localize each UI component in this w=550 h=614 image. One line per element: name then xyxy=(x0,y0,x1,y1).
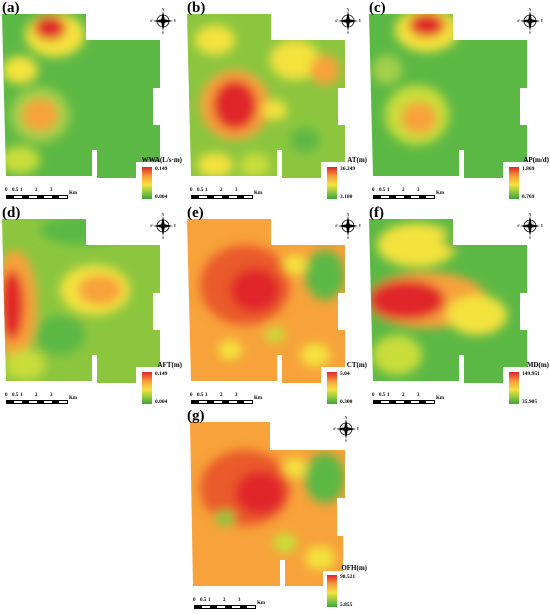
panel-label: (c) xyxy=(369,0,386,16)
legend-max: 98.521 xyxy=(340,574,356,580)
legend: AT(m) 36.249 3.180 xyxy=(297,156,367,206)
legend-max: 149.951 xyxy=(522,371,540,377)
svg-text:W: W xyxy=(333,426,336,431)
legend-colorbar xyxy=(327,575,337,607)
legend-title: MD(m) xyxy=(526,361,549,369)
legend-min: 0.300 xyxy=(340,399,353,405)
panel-label: (a) xyxy=(2,0,20,16)
svg-text:S: S xyxy=(529,30,531,34)
svg-text:E: E xyxy=(357,426,359,431)
legend-max: 0.149 xyxy=(155,166,168,172)
legend-min: 35.905 xyxy=(522,399,538,405)
legend-colorbar xyxy=(142,167,152,199)
svg-text:E: E xyxy=(541,223,543,228)
svg-text:W: W xyxy=(335,18,338,23)
svg-text:S: S xyxy=(529,235,531,239)
panel-e: (e) N S E W CT(m) 5.04 0.300 0 0.5 1 2 3 Km xyxy=(185,205,368,408)
svg-text:N: N xyxy=(529,213,532,217)
legend-max: 36.249 xyxy=(340,166,356,172)
panel-b: (b) N S E W AT(m) 36.249 3.180 0 0.5 1 2 3 K… xyxy=(185,0,368,203)
svg-text:E: E xyxy=(541,18,543,23)
svg-text:E: E xyxy=(174,223,176,228)
panel-c: (c) N S E W AP(m/d) 1.869 0.769 0 0.5 1 2 3 … xyxy=(367,0,550,203)
svg-text:N: N xyxy=(347,8,350,12)
legend: AFT(m) 0.149 0.004 xyxy=(112,361,182,411)
scale-bar: 0 0.5 1 2 3 Km xyxy=(190,393,262,407)
svg-text:W: W xyxy=(150,223,153,228)
svg-text:S: S xyxy=(345,438,347,442)
svg-text:S: S xyxy=(347,235,349,239)
legend-min: 0.004 xyxy=(155,399,168,405)
svg-text:W: W xyxy=(517,18,520,23)
scale-bar: 0 0.5 1 2 3 Km xyxy=(372,393,444,407)
svg-text:E: E xyxy=(359,223,361,228)
svg-text:N: N xyxy=(162,213,165,217)
compass-icon: N S E W xyxy=(149,212,177,240)
svg-text:N: N xyxy=(162,8,165,12)
compass-icon: N S E W xyxy=(149,7,177,35)
legend: AP(m/d) 1.869 0.769 xyxy=(479,156,549,206)
scale-bar: 0 0.5 1 2 3 Km xyxy=(190,188,262,202)
compass-icon: N S E W xyxy=(516,212,544,240)
legend-title: OFH(m) xyxy=(341,564,367,572)
panel-label: (f) xyxy=(369,205,384,221)
scale-bar: 0 0.5 1 2 3 Km xyxy=(5,393,77,407)
compass-icon: N S E W xyxy=(332,415,360,443)
scale-bar: 0 0.5 1 2 3 Km xyxy=(372,188,444,202)
map-ofh xyxy=(190,422,345,586)
legend-max: 1.869 xyxy=(522,166,535,172)
svg-text:W: W xyxy=(335,223,338,228)
compass-icon: N S E W xyxy=(334,212,362,240)
compass-icon: N S E W xyxy=(516,7,544,35)
legend-colorbar xyxy=(509,372,519,404)
legend-min: 5.855 xyxy=(340,602,353,608)
legend-min: 0.004 xyxy=(155,194,168,200)
legend: OFH(m) 98.521 5.855 xyxy=(297,564,367,614)
legend-title: AP(m/d) xyxy=(523,156,549,164)
legend-title: AT(m) xyxy=(347,156,367,164)
svg-text:S: S xyxy=(162,235,164,239)
panel-label: (d) xyxy=(2,205,21,221)
svg-text:W: W xyxy=(517,223,520,228)
svg-text:S: S xyxy=(162,30,164,34)
legend-title: AFT(m) xyxy=(157,361,183,369)
svg-text:W: W xyxy=(150,18,153,23)
scale-bar: 0 0.5 1 2 3 Km xyxy=(193,598,265,612)
svg-text:E: E xyxy=(359,18,361,23)
svg-text:S: S xyxy=(347,30,349,34)
scale-bar: 0 0.5 1 2 3 Km xyxy=(5,188,77,202)
map-md xyxy=(369,219,527,383)
map-at xyxy=(187,14,345,178)
legend-colorbar xyxy=(142,372,152,404)
panel-f: (f) N S E W MD(m) 149.951 35.905 0 0.5 1 2 3… xyxy=(367,205,550,408)
legend-min: 0.769 xyxy=(522,194,535,200)
legend-min: 3.180 xyxy=(340,194,353,200)
panel-label: (b) xyxy=(187,0,206,16)
legend: CT(m) 5.04 0.300 xyxy=(297,361,367,411)
legend-title: CT(m) xyxy=(346,361,367,369)
svg-text:N: N xyxy=(345,416,348,420)
panel-g: (g) N S E W OFH(m) 98.521 5.855 0 0.5 1 2 3 … xyxy=(185,408,368,611)
compass-icon: N S E W xyxy=(334,7,362,35)
svg-text:N: N xyxy=(347,213,350,217)
legend: MD(m) 149.951 35.905 xyxy=(479,361,549,411)
panel-label: (e) xyxy=(187,205,204,221)
svg-text:E: E xyxy=(174,18,176,23)
legend-colorbar xyxy=(327,167,337,199)
map-aft xyxy=(2,219,160,383)
map-wwa xyxy=(2,14,160,178)
legend-colorbar xyxy=(509,167,519,199)
map-ct xyxy=(187,219,345,383)
legend-title: WWA(L/s·m) xyxy=(141,156,182,164)
legend: WWA(L/s·m) 0.149 0.004 xyxy=(112,156,182,206)
map-ap xyxy=(369,14,527,178)
panel-label: (g) xyxy=(187,408,205,424)
legend-max: 5.04 xyxy=(340,371,350,377)
panel-a: (a) N S E W WWA(L/s·m) 0.149 0.004 0 0.5 1… xyxy=(0,0,183,203)
svg-text:N: N xyxy=(529,8,532,12)
legend-max: 0.149 xyxy=(155,371,168,377)
panel-d: (d) N S E W AFT(m) 0.149 0.004 0 0.5 1 2 3 K… xyxy=(0,205,183,408)
legend-colorbar xyxy=(327,372,337,404)
